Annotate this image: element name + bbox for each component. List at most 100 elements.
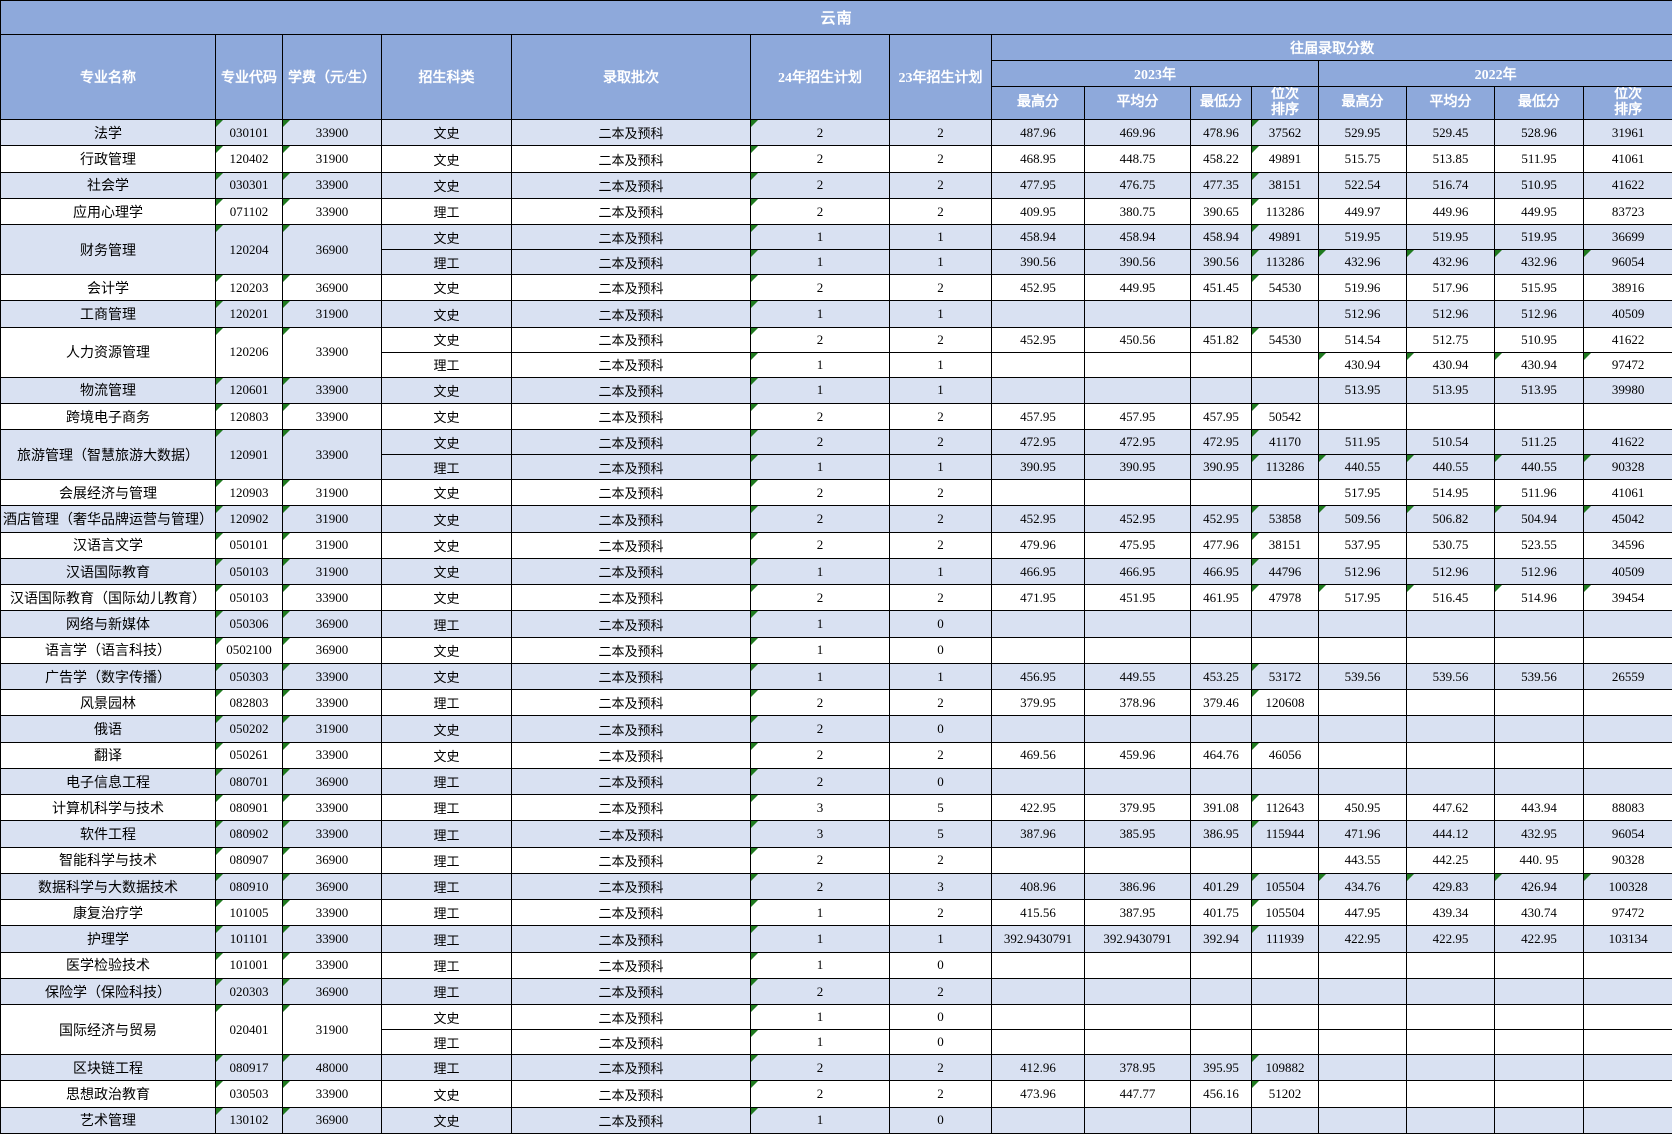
cell-plan-23: 1 — [889, 351, 992, 378]
cell-2023-rank: 38151 — [1251, 171, 1319, 199]
table-row: 风景园林 082803 33900 理工 二本及预科 2 2 379.95 378.96 379.… — [0, 689, 1672, 717]
table-row: 电子信息工程 080701 36900 理工 二本及预科 2 0 — [0, 767, 1672, 796]
cell-2022-min: 426.94 — [1494, 872, 1584, 901]
cell-plan-23: 5 — [889, 820, 992, 848]
cell-major-name: 财务管理 — [0, 224, 216, 276]
cell-major-code: 030301 — [215, 171, 283, 199]
cell-2022-max — [1318, 977, 1407, 1006]
cell-tuition: 36900 — [282, 846, 382, 874]
cell-2022-min — [1494, 689, 1584, 717]
cell-2023-max: 390.95 — [991, 454, 1085, 481]
cell-major-code: 050103 — [215, 557, 283, 586]
cell-2023-avg: 385.95 — [1084, 820, 1191, 848]
cell-2022-rank: 41061 — [1582, 479, 1672, 507]
cell-major-name: 区块链工程 — [0, 1054, 216, 1082]
cell-category: 文史 — [381, 531, 512, 559]
cell-2023-max: 379.95 — [991, 689, 1085, 717]
cell-batch: 二本及预科 — [511, 794, 751, 822]
cell-batch: 二本及预科 — [511, 977, 751, 1006]
cell-plan-24: 1 — [750, 951, 890, 979]
cell-major-name: 网络与新媒体 — [0, 610, 216, 638]
table-row: 艺术管理 130102 36900 文史 二本及预科 1 0 — [0, 1106, 1672, 1134]
cell-plan-23: 2 — [889, 689, 992, 717]
cell-2023-min: 461.95 — [1190, 584, 1252, 612]
cell-tuition: 31900 — [282, 505, 382, 533]
cell-major-name: 保险学（保险科技） — [0, 977, 216, 1006]
cell-plan-24: 2 — [750, 402, 890, 431]
cell-2022-rank: 90328 — [1582, 846, 1672, 874]
cell-major-name: 广告学（数字传播） — [0, 662, 216, 691]
cell-2022-rank: 103134 — [1582, 925, 1672, 953]
cell-category: 文史 — [381, 636, 512, 664]
cell-2023-avg — [1084, 846, 1191, 874]
cell-batch: 二本及预科 — [511, 767, 751, 796]
cell-batch: 二本及预科 — [511, 636, 751, 664]
cell-2023-min — [1190, 951, 1252, 979]
cell-2023-rank: 120608 — [1251, 689, 1319, 717]
cell-plan-24: 1 — [750, 899, 890, 927]
cell-2022-max: 517.95 — [1318, 479, 1407, 507]
cell-major-code: 0502100 — [215, 636, 283, 664]
cell-2022-rank: 36699 — [1582, 224, 1672, 251]
cell-tuition: 33900 — [282, 1080, 382, 1108]
cell-tuition: 36900 — [282, 636, 382, 664]
cell-2022-max: 432.96 — [1318, 249, 1407, 276]
cell-batch: 二本及预科 — [511, 505, 751, 533]
col-header-2022-min: 最低分 — [1494, 85, 1584, 121]
cell-batch: 二本及预科 — [511, 171, 751, 199]
cell-tuition: 33900 — [282, 662, 382, 691]
cell-major-code: 101005 — [215, 899, 283, 927]
cell-major-name: 智能科学与技术 — [0, 846, 216, 874]
cell-major-code: 082803 — [215, 689, 283, 717]
cell-2023-avg — [1084, 376, 1191, 404]
cell-major-code: 101001 — [215, 951, 283, 979]
cell-2022-min — [1494, 1054, 1584, 1082]
cell-2022-rank: 83723 — [1582, 197, 1672, 226]
cell-2023-rank — [1251, 300, 1319, 328]
cell-2022-min — [1494, 951, 1584, 979]
cell-plan-24: 2 — [750, 846, 890, 874]
table-row: 俄语 050202 31900 文史 二本及预科 2 0 — [0, 715, 1672, 743]
cell-major-code: 120601 — [215, 376, 283, 404]
cell-2022-max: 522.54 — [1318, 171, 1407, 199]
cell-2023-min: 451.45 — [1190, 274, 1252, 302]
col-header-major-code: 专业代码 — [215, 33, 283, 121]
cell-category: 文史 — [381, 741, 512, 769]
cell-2022-avg — [1406, 402, 1495, 431]
cell-2023-avg: 386.96 — [1084, 872, 1191, 901]
cell-category: 理工 — [381, 1054, 512, 1082]
cell-2023-max: 468.95 — [991, 145, 1085, 173]
cell-2023-min — [1190, 610, 1252, 638]
cell-2022-min: 432.96 — [1494, 249, 1584, 276]
cell-tuition: 33900 — [282, 951, 382, 979]
cell-plan-24: 3 — [750, 820, 890, 848]
cell-2023-avg: 390.56 — [1084, 249, 1191, 276]
cell-2023-min: 466.95 — [1190, 557, 1252, 586]
cell-category: 文史 — [381, 505, 512, 533]
cell-2023-rank — [1251, 376, 1319, 404]
cell-2022-avg: 512.96 — [1406, 557, 1495, 586]
cell-major-name: 医学检验技术 — [0, 951, 216, 979]
cell-2022-max: 447.95 — [1318, 899, 1407, 927]
cell-major-code: 120402 — [215, 145, 283, 173]
cell-2022-max: 529.95 — [1318, 119, 1407, 147]
cell-2022-avg: 530.75 — [1406, 531, 1495, 559]
cell-major-code: 130102 — [215, 1106, 283, 1134]
cell-batch: 二本及预科 — [511, 429, 751, 456]
cell-2023-min: 472.95 — [1190, 429, 1252, 456]
cell-plan-23: 2 — [889, 977, 992, 1006]
cell-tuition: 33900 — [282, 584, 382, 612]
cell-major-name: 工商管理 — [0, 300, 216, 328]
cell-plan-23: 0 — [889, 767, 992, 796]
cell-2022-min — [1494, 767, 1584, 796]
cell-2023-rank — [1251, 636, 1319, 664]
cell-2022-rank: 34596 — [1582, 531, 1672, 559]
cell-2023-min: 386.95 — [1190, 820, 1252, 848]
cell-2023-max — [991, 1004, 1085, 1031]
cell-2023-rank: 47978 — [1251, 584, 1319, 612]
cell-plan-23: 2 — [889, 584, 992, 612]
cell-2023-rank — [1251, 951, 1319, 979]
cell-major-name: 社会学 — [0, 171, 216, 199]
cell-batch: 二本及预科 — [511, 197, 751, 226]
cell-2022-rank — [1582, 951, 1672, 979]
